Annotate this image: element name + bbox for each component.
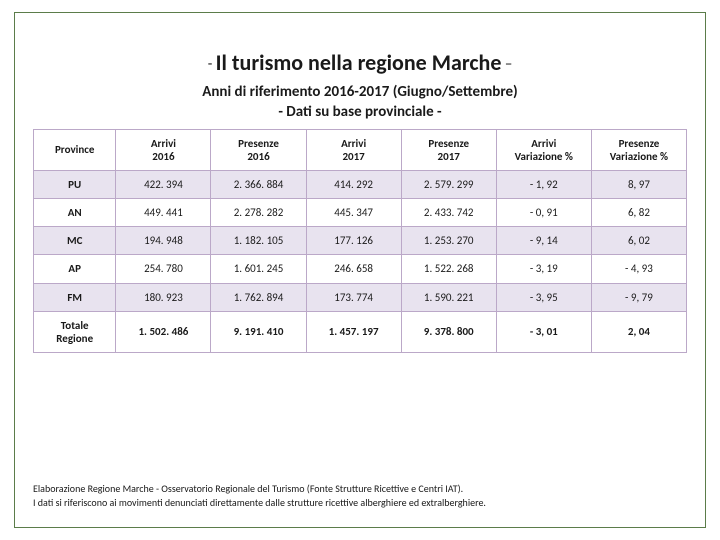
col-province: Province (34, 129, 116, 170)
table-row: AN449. 4412. 278. 282445. 3472. 433. 742… (34, 199, 687, 227)
table-header-row: Province Arrivi2016 Presenze2016 Arrivi2… (34, 129, 687, 170)
cell-pre17: 1. 522. 268 (401, 255, 496, 283)
slide-frame: - Il turismo nella regione Marche – Anni… (14, 12, 706, 528)
cell-dpre: 8, 97 (591, 170, 686, 198)
table-row: AP254. 7801. 601. 245246. 6581. 522. 268… (34, 255, 687, 283)
col-presenze-2016: Presenze2016 (211, 129, 306, 170)
col-arrivi-var: ArriviVariazione % (496, 129, 591, 170)
cell-arr16: 194. 948 (116, 227, 211, 255)
cell-dpre: - 9, 79 (591, 283, 686, 311)
subtitle: Anni di riferimento 2016-2017 (Giugno/Se… (33, 82, 687, 123)
cell-pre16: 1. 762. 894 (211, 283, 306, 311)
cell-darr: - 1, 92 (496, 170, 591, 198)
subtitle-line1: Anni di riferimento 2016-2017 (Giugno/Se… (202, 83, 517, 101)
col-presenze-2017: Presenze2017 (401, 129, 496, 170)
cell-pre16: 2. 278. 282 (211, 199, 306, 227)
cell-pre17: 1. 590. 221 (401, 283, 496, 311)
page-title: - Il turismo nella regione Marche – (33, 49, 687, 76)
table-row: FM180. 9231. 762. 894173. 7741. 590. 221… (34, 283, 687, 311)
cell-pre17: 2. 579. 299 (401, 170, 496, 198)
cell-pre17: 9. 378. 800 (401, 311, 496, 352)
cell-pre16: 1. 182. 105 (211, 227, 306, 255)
cell-province: FM (34, 283, 116, 311)
cell-darr: - 3, 95 (496, 283, 591, 311)
cell-province: MC (34, 227, 116, 255)
cell-province: TotaleRegione (34, 311, 116, 352)
table-total-row: TotaleRegione1. 502. 4869. 191. 4101. 45… (34, 311, 687, 352)
cell-arr16: 422. 394 (116, 170, 211, 198)
cell-dpre: - 4, 93 (591, 255, 686, 283)
title-text: Il turismo nella regione Marche (216, 49, 502, 76)
footnote-line1: Elaborazione Regione Marche - Osservator… (33, 482, 463, 495)
cell-province: PU (34, 170, 116, 198)
cell-arr16: 180. 923 (116, 283, 211, 311)
cell-pre16: 9. 191. 410 (211, 311, 306, 352)
cell-pre16: 1. 601. 245 (211, 255, 306, 283)
cell-province: AN (34, 199, 116, 227)
col-arrivi-2017: Arrivi2017 (306, 129, 401, 170)
cell-province: AP (34, 255, 116, 283)
cell-pre16: 2. 366. 884 (211, 170, 306, 198)
cell-pre17: 2. 433. 742 (401, 199, 496, 227)
footnote: Elaborazione Regione Marche - Osservator… (33, 482, 486, 509)
cell-arr17: 177. 126 (306, 227, 401, 255)
cell-arr17: 1. 457. 197 (306, 311, 401, 352)
title-dash-left: - (208, 56, 216, 74)
cell-dpre: 6, 82 (591, 199, 686, 227)
cell-arr16: 254. 780 (116, 255, 211, 283)
table-row: MC194. 9481. 182. 105177. 1261. 253. 270… (34, 227, 687, 255)
cell-arr17: 445. 347 (306, 199, 401, 227)
cell-darr: - 3, 01 (496, 311, 591, 352)
col-presenze-var: PresenzeVariazione % (591, 129, 686, 170)
subtitle-line2: - Dati su base provinciale - (278, 103, 441, 121)
cell-arr17: 414. 292 (306, 170, 401, 198)
table-row: PU422. 3942. 366. 884414. 2922. 579. 299… (34, 170, 687, 198)
cell-pre17: 1. 253. 270 (401, 227, 496, 255)
cell-darr: - 3, 19 (496, 255, 591, 283)
col-arrivi-2016: Arrivi2016 (116, 129, 211, 170)
cell-arr17: 173. 774 (306, 283, 401, 311)
cell-arr16: 449. 441 (116, 199, 211, 227)
cell-dpre: 2, 04 (591, 311, 686, 352)
footnote-line2: I dati si riferiscono ai movimenti denun… (33, 496, 486, 509)
cell-arr17: 246. 658 (306, 255, 401, 283)
cell-darr: - 0, 91 (496, 199, 591, 227)
cell-darr: - 9, 14 (496, 227, 591, 255)
title-dash-right: – (501, 56, 512, 74)
cell-dpre: 6, 02 (591, 227, 686, 255)
tourism-table: Province Arrivi2016 Presenze2016 Arrivi2… (33, 129, 687, 354)
cell-arr16: 1. 502. 486 (116, 311, 211, 352)
